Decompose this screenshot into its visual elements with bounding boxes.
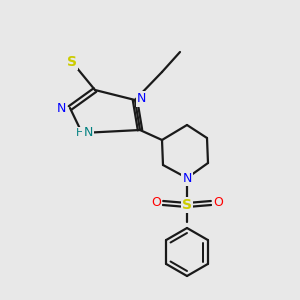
Text: N: N: [137, 92, 146, 106]
Text: N: N: [83, 127, 93, 140]
Text: O: O: [151, 196, 161, 209]
Text: S: S: [67, 55, 77, 69]
Text: O: O: [213, 196, 223, 209]
Text: S: S: [182, 198, 192, 212]
Text: N: N: [182, 172, 192, 184]
Text: H: H: [76, 128, 84, 138]
Text: N: N: [57, 101, 66, 115]
